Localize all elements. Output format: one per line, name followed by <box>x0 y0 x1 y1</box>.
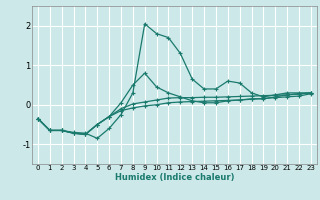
X-axis label: Humidex (Indice chaleur): Humidex (Indice chaleur) <box>115 173 234 182</box>
